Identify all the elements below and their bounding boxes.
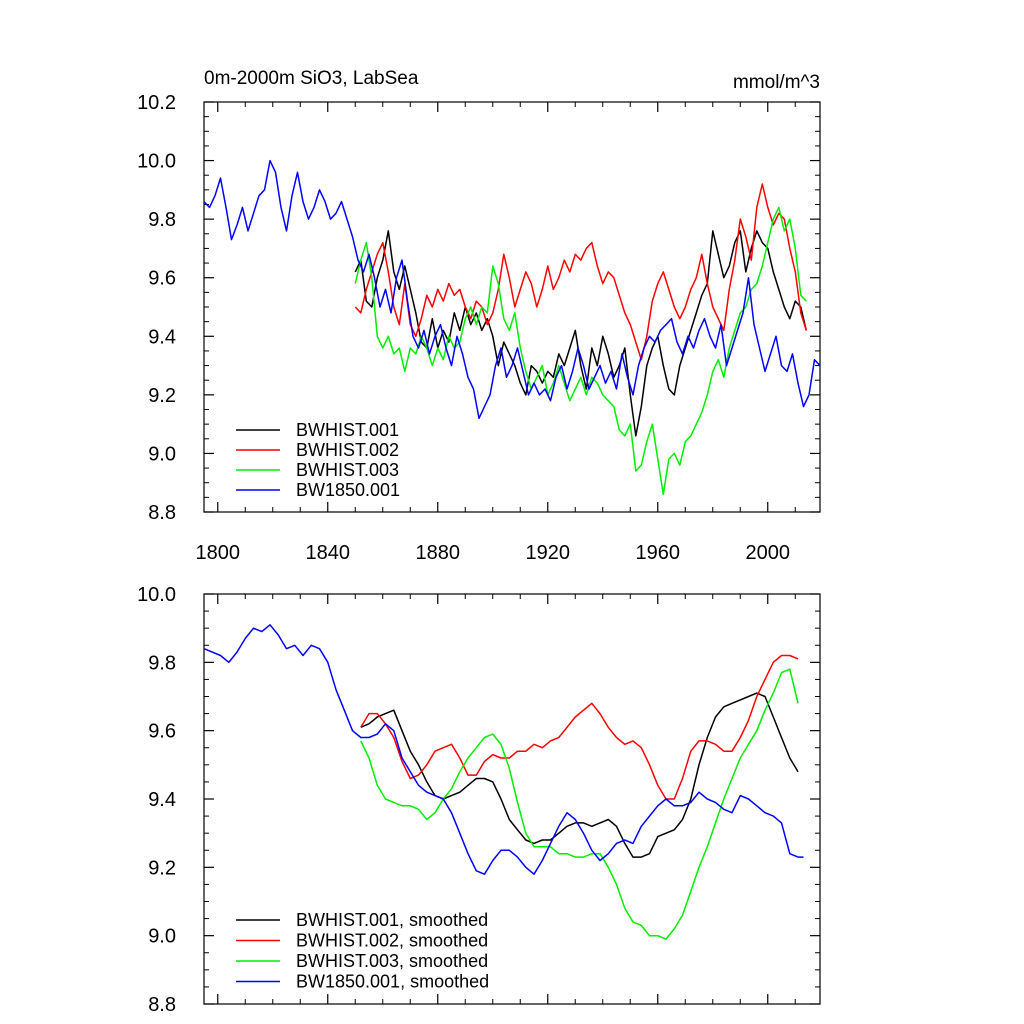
legend-label: BWHIST.001, smoothed (296, 910, 488, 930)
x-tick-label: 1840 (306, 542, 351, 564)
x-tick-label: 1800 (196, 542, 241, 564)
legend-label: BWHIST.002, smoothed (296, 931, 488, 951)
y-tick-label: 10.0 (137, 584, 176, 606)
top-panel: 0m-2000m SiO3, LabSea mmol/m^3 8.8 9.0 9.2… (137, 68, 821, 564)
series-line-3 (354, 206, 807, 496)
series-line-2 (354, 183, 808, 361)
y-tick-label: 9.2 (148, 857, 176, 879)
y-tick-label: 10.0 (137, 151, 176, 173)
y-tick-label: 8.8 (148, 502, 176, 524)
series-line-4 (204, 159, 820, 420)
legend-label: BW1850.001, smoothed (296, 972, 489, 992)
legend-label: BWHIST.001 (296, 420, 399, 440)
x-tick-label: 1920 (526, 542, 571, 564)
y-tick-label: 9.8 (148, 652, 176, 674)
series-line-1 (360, 692, 799, 858)
y-tick-label: 9.6 (148, 268, 176, 290)
y-tick-label: 9.0 (148, 443, 176, 465)
series-line-1 (354, 230, 808, 437)
legend-label: BW1850.001 (296, 480, 400, 500)
y-tick-label: 9.4 (148, 789, 176, 811)
x-tick-label: 2000 (746, 542, 791, 564)
y-tick-label: 9.4 (148, 326, 176, 348)
legend-label: BWHIST.003, smoothed (296, 951, 488, 971)
y-tick-label: 9.6 (148, 721, 176, 743)
series-line-3 (360, 668, 799, 940)
chart-title: 0m-2000m SiO3, LabSea (204, 68, 419, 89)
y-tick-label: 9.2 (148, 385, 176, 407)
y-tick-label: 9.8 (148, 209, 176, 231)
y-tick-label: 10.2 (137, 92, 176, 114)
series-group (204, 159, 820, 496)
units-label: mmol/m^3 (733, 72, 820, 93)
legend-label: BWHIST.002 (296, 440, 399, 460)
x-tick-label: 1960 (636, 542, 681, 564)
series-group (204, 624, 804, 940)
y-tick-label: 9.0 (148, 926, 176, 948)
bottom-panel: 8.8 9.0 9.2 9.4 9.6 9.8 10.0 BWHIST.001, smooth… (137, 584, 821, 1016)
legend-label: BWHIST.003 (296, 460, 399, 480)
series-line-4 (204, 624, 804, 875)
y-tick-label: 8.8 (148, 994, 176, 1016)
series-line-2 (360, 654, 799, 800)
x-tick-label: 1880 (416, 542, 461, 564)
